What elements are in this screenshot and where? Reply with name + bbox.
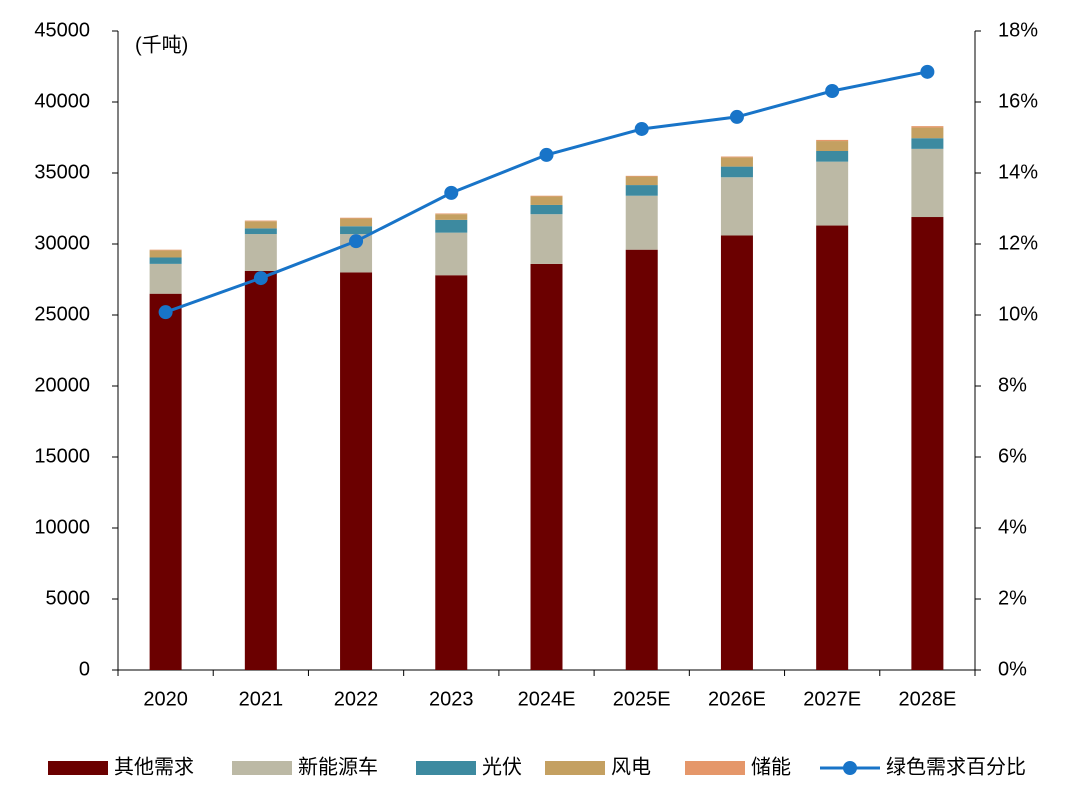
bar-segment [530,204,563,215]
bar-segment [530,214,563,264]
y2-tick-label: 6% [998,445,1027,467]
bar-segment [435,213,468,215]
line-point [634,121,649,136]
y-tick-label: 20000 [34,374,90,396]
x-tick-label: 2026E [708,688,766,710]
y2-tick-label: 16% [998,90,1038,112]
bar-segment [530,263,563,670]
bar-segment [911,127,944,139]
bar-segment [625,175,658,177]
legend-label: 储能 [751,755,791,778]
bar-segment [816,139,849,142]
unit-label: (千吨) [135,33,188,56]
bar-segment [720,235,753,671]
y2-tick-label: 10% [998,303,1038,325]
bar-segment [530,196,563,205]
bar-segment [340,226,373,235]
bar-segment [911,217,944,670]
bar-segment [625,176,658,186]
y-tick-label: 30000 [34,232,90,254]
bar-segment [435,219,468,233]
x-tick-label: 2027E [803,688,861,710]
bar-segment [149,263,182,294]
bar-segment [435,275,468,670]
bar-segment [244,270,277,670]
legend-swatch [685,761,745,775]
x-tick-label: 2024E [518,688,576,710]
bar-segment [435,232,468,276]
bar-segment [244,234,277,271]
bar-segment [530,195,563,197]
line-point [920,64,935,79]
y-tick-label: 0 [79,658,90,680]
y2-tick-label: 18% [998,19,1038,41]
bar-segment [911,126,944,128]
bar-segment [816,141,849,151]
y-tick-label: 15000 [34,445,90,467]
legend-label: 绿色需求百分比 [886,755,1026,778]
x-tick-label: 2022 [334,688,379,710]
bar-segment [340,272,373,670]
legend-label: 光伏 [482,755,522,778]
bar-segment [625,249,658,670]
y2-tick-label: 14% [998,161,1038,183]
line-point [349,234,364,249]
y-tick-label: 45000 [34,19,90,41]
line-point [253,271,268,286]
bar-segment [911,148,944,218]
bar-segment [244,221,277,229]
bar-segment [720,166,753,178]
x-tick-label: 2020 [143,688,188,710]
bar-segment [816,161,849,226]
legend-label: 风电 [611,755,651,778]
bar-segment [149,293,182,670]
y-tick-label: 35000 [34,161,90,183]
bar-segment [720,157,753,167]
line-point [539,147,554,162]
legend-label: 其他需求 [114,755,194,778]
legend-swatch [416,761,476,775]
bar-segment [720,156,753,158]
bar-segment [340,217,373,219]
bar-segment [911,138,944,149]
y2-tick-label: 4% [998,516,1027,538]
legend-swatch [545,761,605,775]
bar-segment [149,249,182,251]
bar-segment [720,177,753,236]
line-point [825,83,840,98]
bar-segment [149,257,182,264]
bar-segment [816,225,849,671]
y-tick-label: 25000 [34,303,90,325]
y-tick-label: 5000 [46,587,91,609]
x-tick-label: 2021 [239,688,284,710]
y2-tick-label: 2% [998,587,1027,609]
bar-segment [625,195,658,250]
line-point [729,109,744,124]
y2-tick-label: 8% [998,374,1027,396]
bar-segment [244,228,277,235]
bar-segment [816,150,849,162]
x-tick-label: 2028E [898,688,956,710]
line-point [444,185,459,200]
x-tick-label: 2025E [613,688,671,710]
legend-swatch [232,761,292,775]
legend-marker [843,761,857,775]
y2-tick-label: 12% [998,232,1038,254]
y2-tick-label: 0% [998,658,1027,680]
line-point [158,305,173,320]
bar-segment [149,250,182,258]
y-tick-label: 40000 [34,90,90,112]
x-tick-label: 2023 [429,688,474,710]
bar-segment [244,220,277,222]
legend-swatch [48,761,108,775]
legend-label: 新能源车 [298,755,378,778]
bar-segment [625,185,658,196]
bar-segment [435,214,468,220]
bar-segment [340,218,373,227]
y-tick-label: 10000 [34,516,90,538]
